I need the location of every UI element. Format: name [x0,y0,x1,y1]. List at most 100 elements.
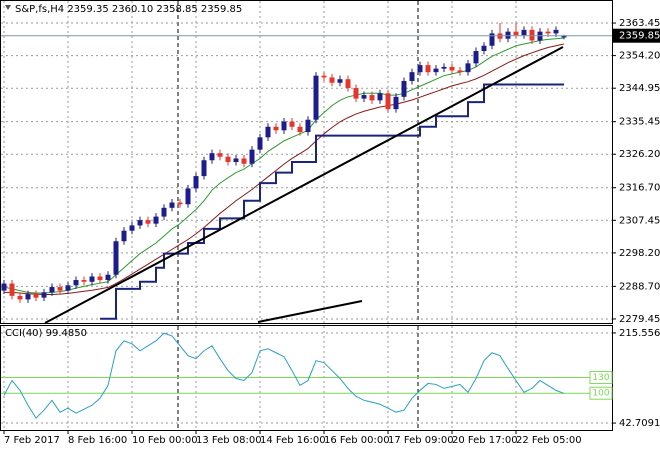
candle-body [17,295,23,300]
candle-body [137,220,143,226]
main-panel [0,0,613,324]
candle-body [329,77,335,83]
candle-body [233,158,239,162]
candle-body [57,287,63,291]
candle-body [305,119,311,133]
candle-body [297,126,303,133]
candle-body [289,121,295,127]
candle-body [153,216,159,224]
candle-body [553,29,559,34]
candle-body [313,75,319,120]
candle-body [209,153,215,161]
candle-body [249,149,255,164]
y-tick-label: 2326.20 [619,149,660,160]
y-tick-label: 2298.20 [619,248,660,259]
candle-body [161,207,167,217]
x-tick-label: 7 Feb 2017 [4,435,60,446]
candle-body [49,287,55,293]
x-tick-label: 16 Feb 00:00 [324,435,390,446]
candle-body [433,68,439,73]
menu-icon [5,5,11,10]
candle-body [257,137,263,150]
candle-body [505,31,511,39]
cci-line [3,332,565,419]
last-price-label: 2359.85 [619,31,660,42]
candle-body [1,283,7,291]
candle-body [473,51,479,64]
candle-body [9,283,15,296]
y-tick-label: 215.5565 [619,328,660,339]
candle-body [513,31,519,36]
candle-body [145,220,151,224]
candle-body [361,95,367,99]
candle-body [337,79,343,83]
candle-body [369,95,375,101]
candle-body [217,153,223,157]
y-tick-label: 42.7091 [619,418,660,429]
step-line [100,83,564,320]
candle-body [25,294,31,300]
candle-body [121,230,127,242]
y-tick-label: 2307.45 [619,215,660,226]
candle-body [545,31,551,34]
candle-body [201,160,207,177]
candle-body [441,66,447,69]
candle-body [481,45,487,52]
y-tick-label: 2288.70 [619,281,660,292]
y-tick-label: 2316.70 [619,183,660,194]
candle-body [409,72,415,81]
candle-body [33,294,39,298]
trendline [44,46,564,324]
candle-body [193,176,199,189]
candle-body [529,29,535,41]
candle-body [489,33,495,46]
indicator-title: CCI(40) 99.4850 [5,328,87,339]
moving-average [3,37,565,294]
candle-body [177,202,183,205]
candle-body [345,79,351,89]
candle-body [393,96,399,110]
candle-body [73,280,79,286]
candle-body [385,93,391,110]
candle-body [113,241,119,275]
x-tick-label: 8 Feb 16:00 [68,435,127,446]
last-price-box [613,28,660,43]
candle-body [89,276,95,282]
x-tick-label: 22 Feb 05:00 [516,435,582,446]
x-tick-label: 13 Feb 08:00 [196,435,262,446]
plot-layer [1,1,616,434]
candle-body [417,65,423,73]
level-label: 130 [592,373,609,383]
candle-body [281,121,287,131]
candle-body [129,225,135,231]
candle-body [353,88,359,99]
candle-body [225,156,231,162]
candle-body [81,280,87,282]
y-tick-label: 2279.45 [619,314,660,325]
level-box [589,371,613,385]
moving-average [4,43,565,295]
y-tick-label: 2363.45 [619,18,660,29]
candle-body [561,35,567,38]
candle-body [65,285,71,291]
candle-body [377,93,383,101]
candle-body [425,65,431,73]
candle-body [169,202,175,208]
candle-body [185,188,191,205]
y-tick-label: 2344.95 [619,83,660,94]
level-box [589,386,613,400]
candle-body [41,292,47,298]
candle-body [265,126,271,138]
candle-body [273,126,279,131]
candle-body [97,276,103,281]
x-tick-label: 17 Feb 09:00 [388,435,454,446]
candle-body [449,66,455,71]
chart-title: S&P,fs,H4 2359.35 2360.10 2358.85 2359.8… [15,4,242,15]
candle-body [241,158,247,164]
candle-body [105,274,111,281]
candle-body [457,70,463,73]
candle-body [465,63,471,73]
